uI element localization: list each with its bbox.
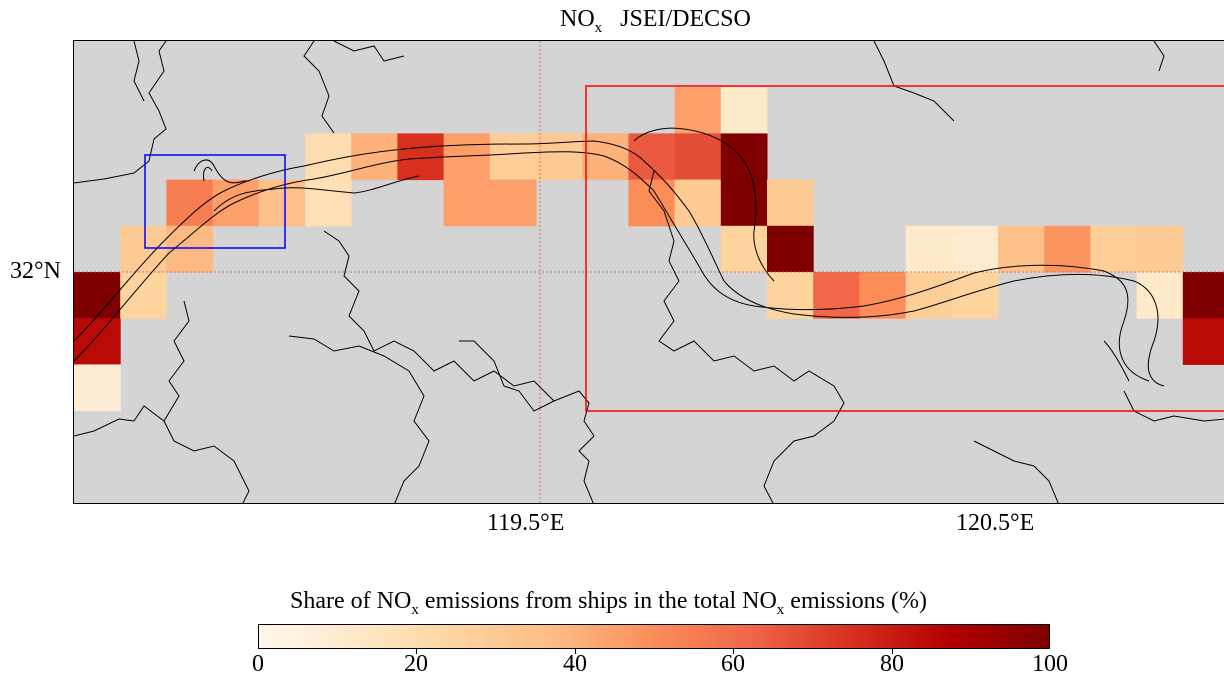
grid-cell [1182, 272, 1224, 319]
map-canvas [74, 41, 1224, 503]
colorbar-tick [892, 649, 893, 654]
lon-label-120-5e: 120.5°E [956, 510, 1035, 536]
grid-cell [767, 225, 814, 273]
map-title: NOx JSEI/DECSO [560, 6, 751, 36]
grid-cell [212, 179, 260, 227]
grid-cell [74, 364, 121, 412]
admin-boundaries [74, 41, 1224, 503]
colorbar-tick-label: 60 [721, 651, 745, 677]
grid-cell [720, 133, 768, 181]
grid-cell [674, 179, 722, 227]
grid-cell [1182, 318, 1224, 365]
lat-label-32n: 32°N [10, 258, 61, 284]
grid-cell [443, 179, 491, 227]
grid-cell [859, 272, 907, 319]
yangtze-river [74, 127, 1165, 387]
grid-cell [674, 87, 722, 134]
lon-label-119-5e: 119.5°E [487, 510, 565, 536]
grid-cell [489, 179, 537, 227]
grid-cell [305, 179, 352, 227]
grid-cell [536, 133, 583, 181]
grid-cell [951, 272, 999, 319]
grid-cell [1136, 225, 1184, 273]
grid-cell [305, 133, 352, 181]
map-panel[interactable] [73, 40, 1224, 504]
grid-cell [998, 225, 1045, 273]
colorbar-tick-label: 100 [1032, 651, 1068, 677]
grid-cell [813, 272, 860, 319]
colorbar-tick-label: 20 [404, 651, 428, 677]
grid-cell [120, 272, 167, 319]
colorbar-tick-label: 0 [252, 651, 264, 677]
colorbar-tick-label: 40 [563, 651, 587, 677]
grid-cell [1136, 272, 1184, 319]
colorbar-title: Share of NOx emissions from ships in the… [290, 588, 927, 618]
red-highlight-box [585, 85, 1224, 412]
blue-highlight-box [144, 154, 286, 249]
colorbar-tick-label: 80 [880, 651, 904, 677]
grid-cell [258, 179, 306, 227]
grid-cell [628, 133, 676, 181]
grid-cell [720, 179, 768, 227]
grid-cell [489, 133, 537, 181]
grid-cell [74, 272, 121, 319]
grid-cell [720, 225, 768, 273]
grid-cell [74, 318, 121, 365]
grid-cell [905, 225, 953, 273]
grid-cell [1044, 225, 1091, 273]
grid-cell [1090, 225, 1138, 273]
grid-cell [397, 133, 445, 181]
grid-cell [951, 225, 999, 273]
emission-grid [74, 87, 1224, 412]
colorbar [258, 624, 1050, 649]
grid-cell [351, 133, 398, 181]
grid-cell [767, 272, 814, 319]
colorbar-tick [733, 649, 734, 654]
grid-cell [720, 87, 768, 134]
colorbar-tick [575, 649, 576, 654]
colorbar-tick [416, 649, 417, 654]
grid-cell [674, 133, 722, 181]
grid-cell [767, 179, 814, 227]
grid-cell [628, 179, 676, 227]
grid-cell [120, 225, 167, 273]
